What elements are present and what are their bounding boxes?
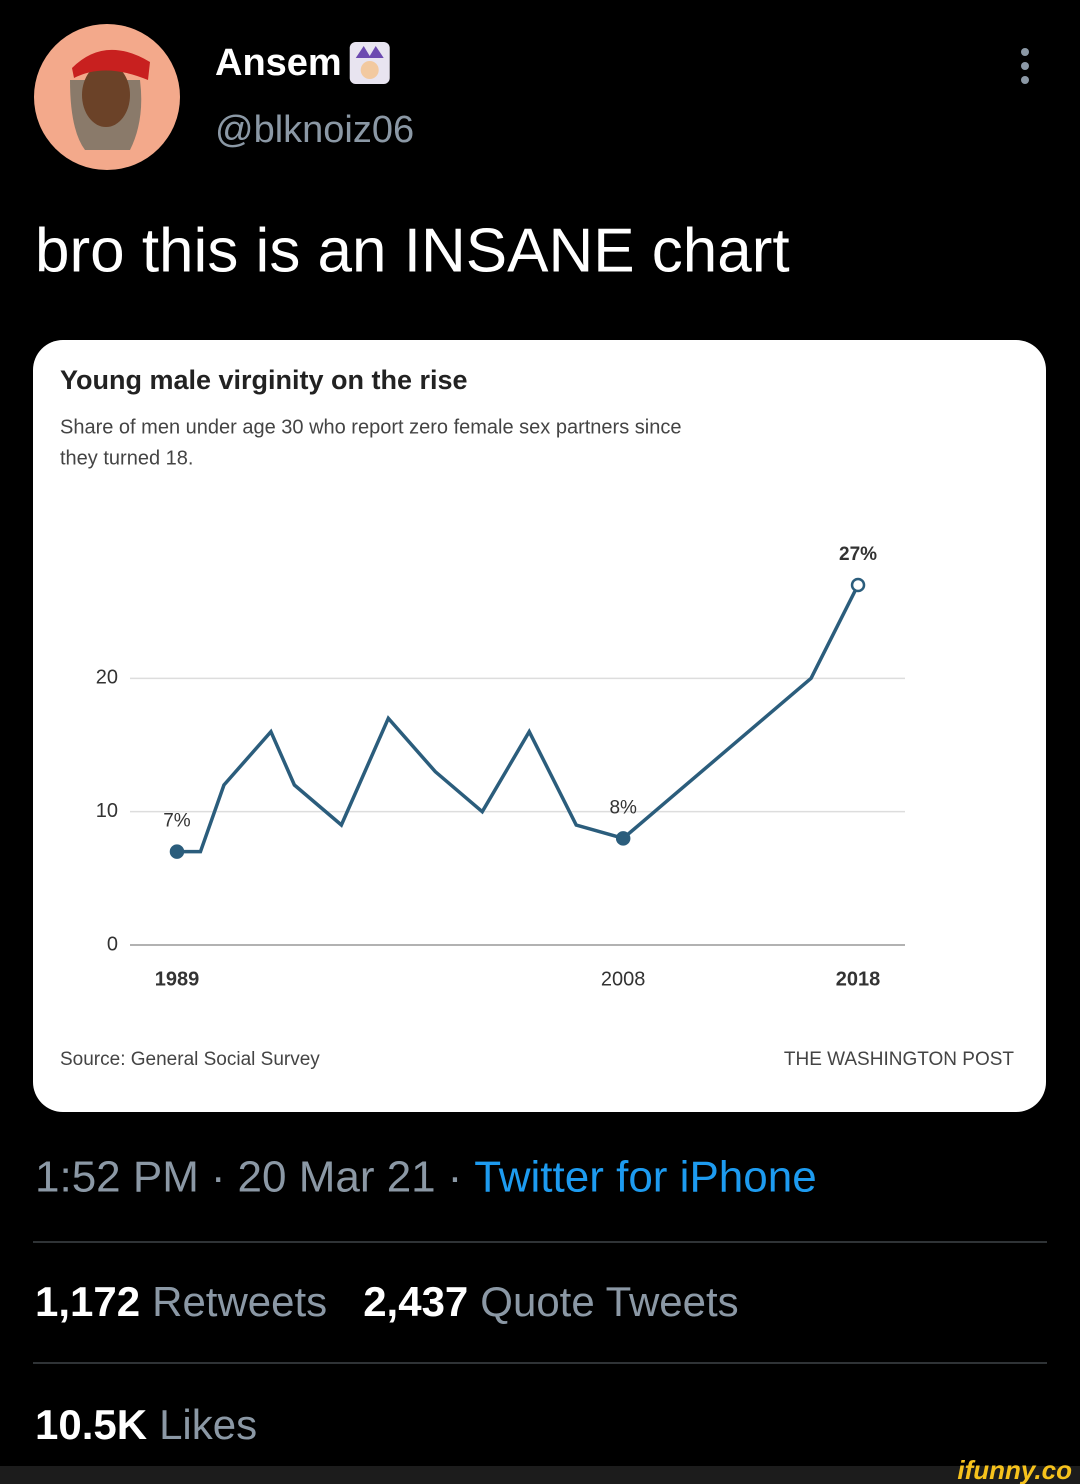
data-point: [615, 831, 631, 846]
x-tick-label: 2008: [601, 968, 646, 990]
avatar-face: [82, 63, 130, 127]
stat-label[interactable]: Likes: [159, 1401, 257, 1448]
data-point: [169, 844, 185, 859]
dot: [1021, 62, 1029, 70]
value-label: 27%: [839, 544, 877, 565]
y-tick-label: 20: [96, 667, 118, 689]
chart-subtitle: Share of men under age 30 who report zer…: [60, 416, 681, 438]
author-handle[interactable]: @blknoiz06: [215, 109, 414, 151]
tweet-source[interactable]: Twitter for iPhone: [474, 1153, 816, 1202]
tweet-time: 1:52 PM: [35, 1153, 199, 1202]
y-tick-label: 0: [107, 933, 118, 955]
separator: ·: [211, 1153, 226, 1202]
watermark-bar: [0, 1466, 1080, 1484]
separator: ·: [448, 1153, 463, 1202]
chart-source: Source: General Social Survey: [60, 1049, 320, 1070]
avatar-bandana: [72, 49, 150, 80]
dot: [1021, 76, 1029, 84]
stat-label[interactable]: Quote Tweets: [480, 1278, 738, 1325]
stat-count[interactable]: 1,172: [35, 1278, 140, 1325]
badge-emoji: [349, 42, 390, 84]
tweet-text: bro this is an INSANE chart: [35, 216, 790, 285]
emoji-face: [360, 61, 379, 79]
more-button[interactable]: [1021, 48, 1029, 84]
value-label: 8%: [609, 797, 637, 818]
y-tick-label: 10: [96, 800, 118, 822]
avatar[interactable]: [34, 24, 180, 170]
author-name[interactable]: Ansem: [215, 42, 342, 84]
x-tick-label: 1989: [155, 968, 200, 990]
stat-count[interactable]: 10.5K: [35, 1401, 147, 1448]
x-tick-label: 2018: [836, 968, 881, 990]
dot: [1021, 48, 1029, 56]
data-line: [176, 584, 860, 854]
watermark: ifunny.co: [957, 1455, 1072, 1484]
chart-card[interactable]: [33, 340, 1046, 1112]
chart-subtitle: they turned 18.: [60, 447, 193, 469]
tweet-date: 20 Mar 21: [238, 1153, 436, 1202]
emoji-hat: [355, 46, 384, 58]
value-label: 7%: [163, 811, 191, 832]
stat-count[interactable]: 2,437: [363, 1278, 468, 1325]
stat-label[interactable]: Retweets: [152, 1278, 327, 1325]
data-point: [850, 577, 866, 593]
chart-credit: THE WASHINGTON POST: [784, 1049, 1015, 1070]
chart-title: Young male virginity on the rise: [60, 365, 468, 395]
